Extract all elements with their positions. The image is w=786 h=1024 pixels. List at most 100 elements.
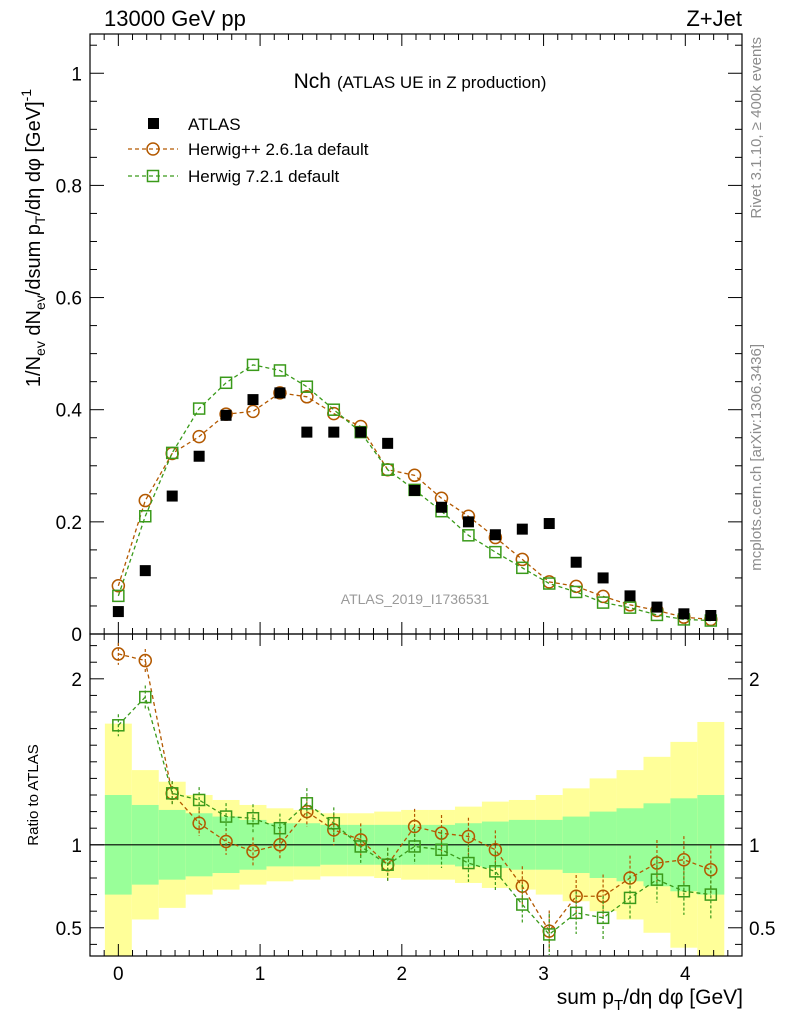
point-main-2-10 [381,463,394,476]
point-ratio-1-0 [111,647,126,661]
point-main-2-5 [246,358,260,372]
y-tick-label-ratio-left-0: 0.5 [56,919,82,940]
point-main-2-2 [165,446,179,460]
point-ratio-2-11 [408,840,421,853]
point-main-2-15 [516,561,529,575]
point-atlas-2 [166,490,178,502]
point-main-2-4 [219,376,233,390]
point-ratio-1-1 [138,653,153,668]
legend: ATLAS Herwig++ 2.6.1a default Herwig 7.2… [128,115,369,186]
y-tick-label-ratio-left-1: 1 [71,836,82,857]
point-atlas-16 [543,518,555,530]
point-ratio-1-13 [461,829,476,844]
point-ratio-2-16 [542,928,556,941]
point-ratio-2-4 [219,810,233,823]
point-ratio-2-15 [516,898,529,911]
analysis-id: ATLAS_2019_I1736531 [341,591,490,607]
point-atlas-21 [678,608,690,620]
y-tick-label-main-3: 0.6 [56,289,82,310]
point-atlas-8 [328,426,340,438]
point-ratio-2-18 [596,911,610,925]
x-tick-label-2: 2 [397,964,408,985]
y-axis-label-ratio: Ratio to ATLAS [25,744,42,845]
point-atlas-5 [247,394,259,406]
point-atlas-11 [409,484,421,496]
y-tick-label-ratio-right-2: 2 [749,670,760,691]
side-label-bottom: mcplots.cern.ch [arXiv:1306.3436] [748,344,765,571]
point-atlas-6 [274,387,286,399]
point-atlas-3 [193,450,205,462]
point-main-1-11 [407,468,422,483]
point-main-2-16 [542,577,556,590]
point-main-1-7 [300,390,314,404]
point-atlas-15 [516,523,528,535]
point-atlas-9 [355,426,367,438]
y-tick-label-main-5: 1 [71,64,82,85]
point-atlas-1 [139,565,151,577]
point-ratio-2-22 [704,888,718,901]
point-ratio-1-19 [623,871,637,885]
point-ratio-2-20 [650,873,664,886]
point-ratio-1-5 [246,844,260,859]
point-main-2-18 [596,596,610,609]
legend-marker-herwig7 [146,169,160,183]
point-ratio-1-14 [488,843,503,857]
point-ratio-2-1 [139,690,152,704]
point-ratio-2-10 [381,858,394,871]
point-atlas-18 [597,572,609,584]
point-ratio-1-21 [677,852,691,867]
point-ratio-1-11 [407,819,422,834]
x-tick-label-0: 0 [113,964,124,985]
point-main-2-1 [139,509,152,523]
header-left: 13000 GeV pp [104,6,246,31]
x-tick-label-1: 1 [255,964,266,985]
x-tick-label-3: 3 [538,964,549,985]
point-atlas-14 [489,529,501,541]
point-ratio-2-12 [435,843,448,857]
point-ratio-1-3 [192,816,206,830]
legend-label-herwigpp: Herwig++ 2.6.1a default [188,140,369,159]
point-ratio-2-17 [569,906,583,920]
legend-label-atlas: ATLAS [188,115,241,134]
point-main-2-13 [462,529,475,542]
point-ratio-2-5 [246,811,260,825]
y-tick-label-ratio-right-1: 1 [749,836,760,857]
plot-title: Nch (ATLAS UE in Z production) [294,70,547,93]
y-tick-label-ratio-left-2: 2 [71,670,82,691]
point-main-2-19 [623,601,637,614]
point-atlas-12 [436,501,448,513]
series-line-ratio-2 [117,695,711,936]
point-ratio-2-13 [462,856,475,870]
point-main-2-6 [273,364,287,377]
point-ratio-2-14 [489,865,502,878]
point-main-2-0 [112,589,125,603]
legend-label-herwig7: Herwig 7.2.1 default [188,167,339,186]
point-atlas-0 [112,606,124,618]
point-atlas-17 [570,556,582,568]
point-ratio-2-21 [677,885,691,898]
point-main-1-3 [192,429,206,444]
x-axis-label: sum pT/dη dφ [GeV] [557,986,743,1014]
series-line-main-1 [117,392,711,621]
point-ratio-1-4 [219,834,233,849]
point-atlas-13 [462,516,474,528]
y-tick-label-main-2: 0.4 [56,401,83,422]
point-ratio-2-19 [623,891,637,905]
point-main-1-6 [273,386,287,400]
y-tick-label-ratio-right-0: 0.5 [749,919,775,940]
point-ratio-2-2 [165,787,179,800]
point-main-2-8 [327,403,341,416]
legend-marker-atlas [148,118,159,129]
point-ratio-2-8 [327,816,341,830]
point-atlas-19 [624,590,636,602]
point-main-1-1 [138,493,153,508]
point-ratio-2-6 [273,821,287,835]
point-atlas-22 [705,609,717,621]
legend-marker-herwigpp [146,142,160,156]
point-main-2-14 [489,545,502,559]
point-main-1-0 [111,579,126,593]
point-atlas-7 [301,426,313,438]
point-ratio-2-3 [192,793,206,807]
point-main-1-15 [515,552,530,567]
